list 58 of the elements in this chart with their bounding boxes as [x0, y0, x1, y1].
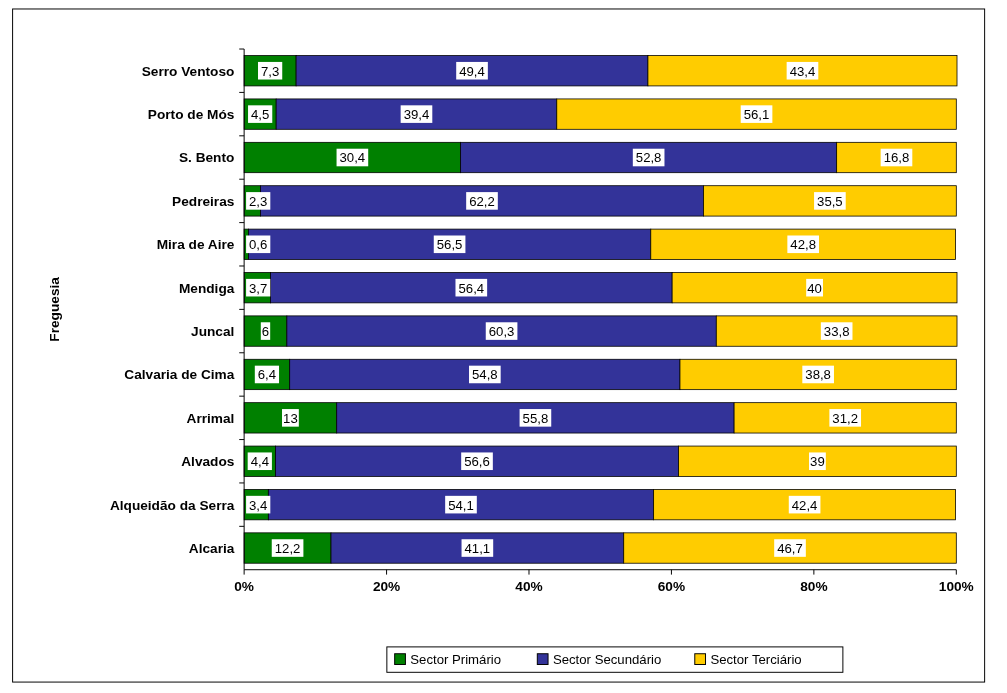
y-tick-label: Porto de Mós	[147, 107, 235, 122]
data-label: 6	[261, 323, 270, 339]
data-label: 0,6	[249, 237, 268, 253]
data-label: 39	[810, 454, 825, 470]
data-label: 31,2	[832, 410, 859, 426]
data-label: 52,8	[635, 150, 662, 166]
data-label: 16,8	[883, 150, 910, 166]
data-label: 3,7	[249, 280, 268, 296]
data-label: 56,6	[464, 454, 490, 470]
y-tick-label: Juncal	[191, 323, 235, 339]
data-label: 42,8	[790, 237, 816, 253]
data-label: 60,3	[488, 323, 515, 339]
data-label: 33,8	[823, 323, 850, 339]
data-label: 12,2	[274, 540, 301, 556]
y-axis-title: Freguesia	[46, 276, 62, 342]
y-tick-label: Pedreiras	[172, 193, 235, 209]
data-label: 6,4	[257, 367, 277, 383]
x-tick-label: 60%	[657, 579, 686, 595]
y-tick-label: Calvaria de Cima	[124, 367, 235, 383]
data-label: 55,8	[522, 410, 549, 426]
data-label: 4,4	[250, 454, 269, 470]
legend-label: Sector Terciário	[710, 652, 802, 668]
data-label: 46,7	[777, 540, 803, 556]
y-tick-label: Alcaria	[188, 540, 235, 556]
data-label: 30,4	[339, 150, 366, 166]
data-label: 56,5	[436, 237, 463, 253]
y-tick-label: Mira de Aire	[156, 237, 235, 253]
data-label: 54,8	[472, 367, 498, 383]
y-tick-label: Alvados	[181, 454, 235, 470]
data-label: 39,4	[403, 107, 430, 122]
data-label: 43,4	[789, 63, 816, 79]
data-label: 62,2	[469, 193, 495, 209]
x-tick-label: 0%	[234, 579, 254, 595]
data-label: 54,1	[448, 497, 474, 513]
data-label: 40	[807, 280, 822, 296]
legend-label: Sector Secundário	[552, 652, 662, 668]
legend-label: Sector Primário	[410, 652, 502, 668]
y-tick-label: Alqueidão da Serra	[109, 497, 235, 513]
data-label: 56,4	[458, 280, 485, 296]
data-label: 7,3	[260, 63, 280, 79]
y-tick-label: Serro Ventoso	[141, 63, 235, 79]
x-tick-label: 20%	[372, 579, 401, 595]
x-tick-label: 80%	[800, 579, 828, 595]
data-label: 38,8	[805, 367, 831, 383]
data-label: 49,4	[459, 63, 485, 79]
x-tick-label: 40%	[515, 579, 543, 595]
data-label: 41,1	[464, 540, 491, 556]
data-label: 3,4	[249, 497, 268, 513]
x-tick-label: 100%	[938, 579, 974, 595]
data-label: 42,4	[791, 497, 818, 513]
data-label: 56,1	[743, 107, 770, 122]
data-label: 4,5	[251, 107, 270, 122]
data-label: 35,5	[817, 193, 843, 209]
data-label: 13	[283, 410, 298, 426]
y-tick-label: S. Bento	[178, 150, 235, 166]
y-tick-label: Mendiga	[178, 280, 235, 296]
data-label: 2,3	[249, 193, 268, 209]
y-tick-label: Arrimal	[186, 410, 235, 426]
